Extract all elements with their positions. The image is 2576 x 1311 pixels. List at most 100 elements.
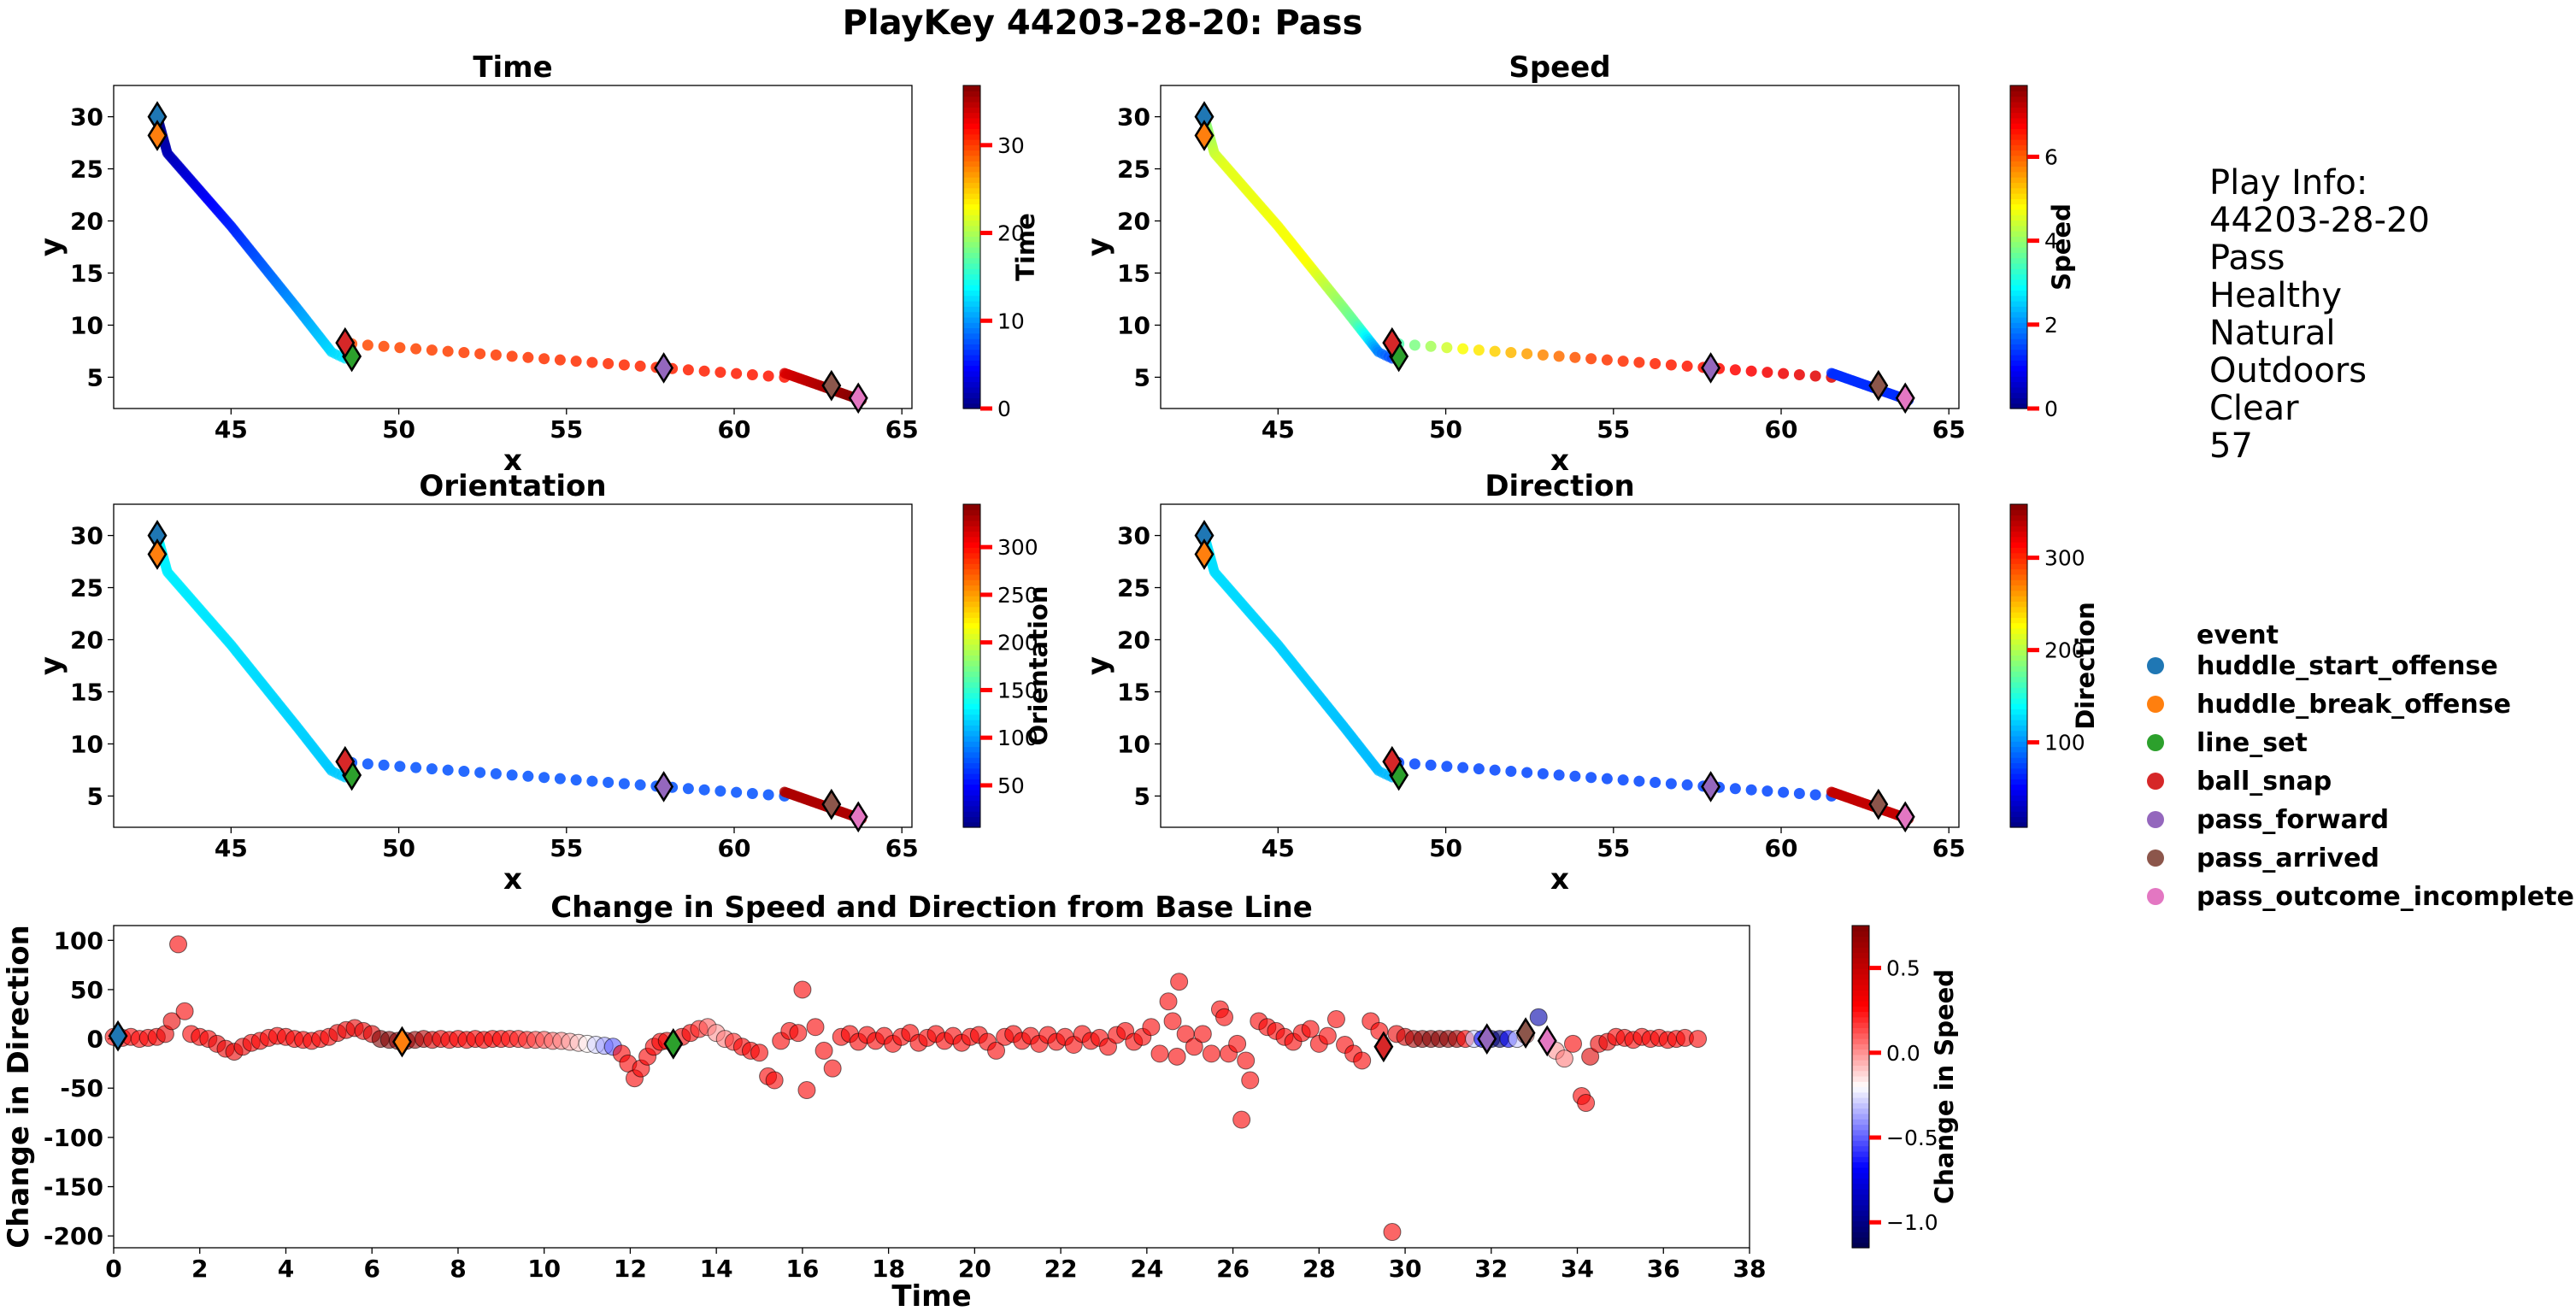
x-tick-label: 65 — [1932, 834, 1966, 862]
colorbar-gradient — [2010, 504, 2027, 828]
change-point — [1159, 992, 1178, 1011]
y-tick-label: 10 — [1117, 311, 1150, 339]
colorbar-segment — [963, 676, 980, 683]
trajectory-point — [1601, 354, 1613, 366]
colorbar-segment — [963, 627, 980, 634]
panel-change: Change in Speed and Direction from Base … — [2, 891, 1959, 1311]
colorbar-segment — [963, 601, 980, 608]
colorbar-segment — [2010, 257, 2027, 264]
colorbar-segment — [2010, 660, 2027, 667]
event-marker-ball_snap — [335, 745, 356, 778]
panel-title: Time — [473, 50, 552, 85]
colorbar-segment — [963, 101, 980, 108]
trajectory-point — [1409, 339, 1420, 351]
trajectory-point — [522, 351, 534, 363]
trajectory-point — [1778, 367, 1790, 379]
colorbar-segment — [963, 622, 980, 629]
trajectory-point — [1489, 345, 1501, 357]
colorbar-frame — [962, 503, 981, 828]
trajectory-point — [1665, 359, 1677, 371]
colorbar-label: Direction — [2071, 602, 2100, 730]
panel-time: Time 45 50 55 60 65 5 10 15 20 25 30 x y 0 10 20 30 Time — [34, 50, 1040, 478]
colorbar-segment — [1852, 985, 1869, 991]
trajectory-point — [1617, 356, 1629, 367]
plot-frame — [1160, 85, 1960, 409]
colorbar-segment — [2010, 644, 2027, 650]
colorbar-segment — [2010, 520, 2027, 526]
colorbar-segment — [963, 268, 980, 275]
trajectory-point — [1473, 344, 1485, 356]
colorbar-segment — [1852, 1237, 1869, 1243]
x-tick-label: 36 — [1647, 1255, 1680, 1283]
colorbar-segment — [963, 789, 980, 796]
trajectory-point — [1441, 342, 1453, 354]
trajectory-point — [394, 342, 406, 354]
colorbar-segment — [963, 166, 980, 173]
colorbar-segment — [963, 322, 980, 329]
colorbar-segment — [1852, 947, 1869, 954]
colorbar-segment — [1852, 1145, 1869, 1152]
colorbar-segment — [2010, 703, 2027, 709]
trajectory-point — [1553, 350, 1565, 362]
colorbar-segment — [2010, 133, 2027, 140]
colorbar-segment — [1852, 931, 1869, 938]
x-axis-label: x — [503, 862, 522, 897]
trajectory-point — [1553, 769, 1565, 781]
colorbar-segment — [2010, 306, 2027, 313]
event-markers — [147, 101, 868, 414]
colorbar-segment — [963, 252, 980, 259]
event-marker-pass_arrived — [1868, 369, 1889, 402]
colorbar-segment — [2010, 811, 2027, 817]
colorbar-segment — [2010, 746, 2027, 753]
event-marker-huddle_break_offense — [147, 538, 168, 570]
colorbar-segment — [2010, 316, 2027, 323]
colorbar-segment — [1852, 968, 1869, 975]
colorbar-segment — [2010, 262, 2027, 269]
play-info-line: Healthy — [2209, 276, 2342, 315]
colorbar-segment — [963, 725, 980, 732]
colorbar-segment — [963, 85, 980, 91]
colorbar-segment — [1852, 1065, 1869, 1072]
change-point — [1215, 1008, 1234, 1026]
colorbar-segment — [963, 262, 980, 269]
y-axis-label: y — [34, 238, 68, 256]
colorbar-segment — [2010, 666, 2027, 672]
trajectory-point — [490, 767, 502, 779]
colorbar-tick-label: 0 — [997, 397, 1011, 421]
colorbar-segment — [963, 187, 980, 194]
colorbar-segment — [963, 257, 980, 264]
colorbar-segment — [1852, 995, 1869, 1002]
colorbar-tick-label: 4 — [2044, 229, 2058, 254]
colorbar-segment — [963, 349, 980, 356]
colorbar-segment — [963, 311, 980, 318]
trajectory-point — [634, 779, 646, 791]
colorbar-segment — [1852, 1167, 1869, 1173]
colorbar-segment — [2010, 784, 2027, 791]
colorbar-segment — [2010, 279, 2027, 285]
legend-entry: pass_outcome_incomplete — [2197, 882, 2574, 912]
trajectory-point — [1681, 779, 1693, 791]
colorbar-segment — [2010, 568, 2027, 575]
colorbar-segment — [2010, 247, 2027, 253]
x-tick-label: 55 — [550, 834, 583, 862]
colorbar-segment — [963, 509, 980, 516]
event-marker-line_set — [663, 1027, 684, 1060]
colorbar-segment — [2010, 144, 2027, 151]
colorbar-segment — [2010, 720, 2027, 726]
trajectory-point — [618, 359, 630, 371]
trajectory-point — [362, 758, 373, 770]
colorbar-segment — [963, 762, 980, 769]
colorbar-segment — [963, 773, 980, 779]
trajectory-point — [731, 786, 743, 798]
trajectory-point — [1425, 340, 1437, 352]
colorbar-segment — [2010, 821, 2027, 828]
colorbar-segment — [1852, 1150, 1869, 1157]
x-tick-label: 38 — [1733, 1255, 1767, 1283]
colorbar-segment — [2010, 376, 2027, 383]
colorbar-segment — [2010, 514, 2027, 521]
trajectory-point — [1505, 766, 1517, 778]
event-marker-huddle_break_offense — [1194, 538, 1214, 570]
legend-entry: pass_arrived — [2197, 844, 2379, 873]
colorbar-segment — [963, 360, 980, 367]
colorbar-segment — [2010, 370, 2027, 377]
